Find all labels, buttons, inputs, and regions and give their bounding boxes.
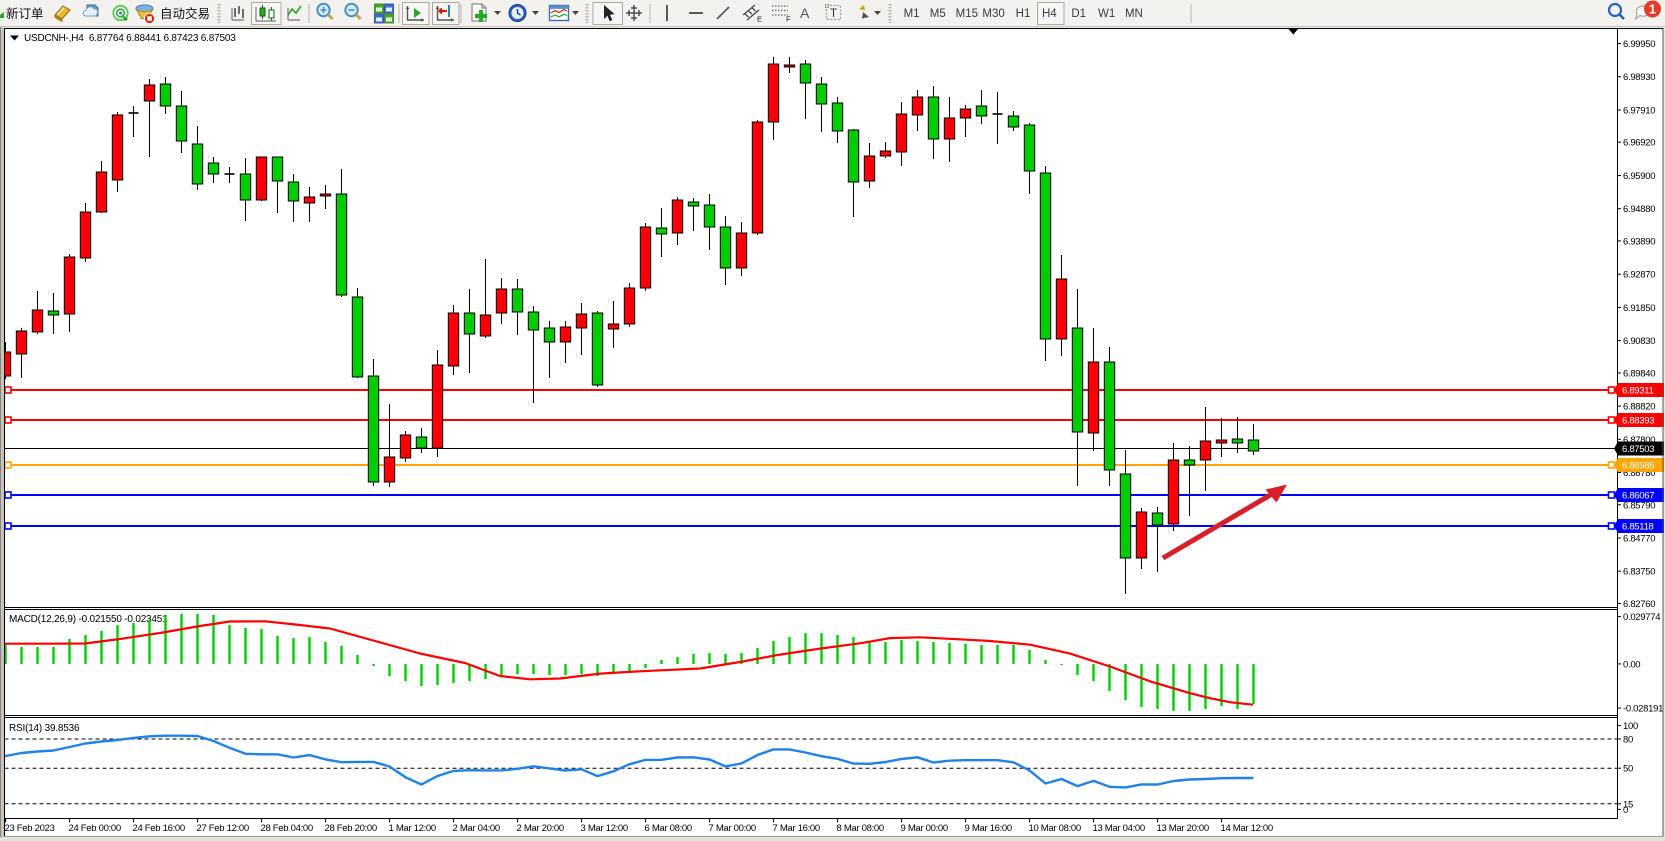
svg-text:RSI(14) 39.8536: RSI(14) 39.8536 — [9, 723, 80, 734]
svg-text:M5: M5 — [930, 8, 946, 20]
svg-text:6.90830: 6.90830 — [1623, 336, 1655, 347]
svg-text:E: E — [757, 15, 762, 24]
svg-text:0.00: 0.00 — [1623, 659, 1640, 670]
svg-text:6.88820: 6.88820 — [1623, 402, 1655, 413]
svg-text:13 Mar 20:00: 13 Mar 20:00 — [1157, 823, 1209, 834]
svg-text:9 Mar 16:00: 9 Mar 16:00 — [965, 823, 1012, 834]
svg-text:6.84770: 6.84770 — [1623, 534, 1655, 545]
svg-text:6.97910: 6.97910 — [1623, 106, 1655, 117]
svg-text:28 Feb 04:00: 28 Feb 04:00 — [261, 823, 313, 834]
svg-text:13 Mar 04:00: 13 Mar 04:00 — [1093, 823, 1145, 834]
svg-text:MACD(12,26,9) -0.021550 -0.023: MACD(12,26,9) -0.021550 -0.023451 — [9, 614, 168, 625]
svg-text:6.95900: 6.95900 — [1623, 171, 1655, 182]
svg-text:新订单: 新订单 — [6, 6, 44, 21]
svg-text:1 Mar 12:00: 1 Mar 12:00 — [389, 823, 436, 834]
svg-text:7 Mar 00:00: 7 Mar 00:00 — [709, 823, 756, 834]
svg-text:3 Mar 12:00: 3 Mar 12:00 — [581, 823, 628, 834]
svg-text:6.89840: 6.89840 — [1623, 368, 1655, 379]
svg-text:自动交易: 自动交易 — [160, 6, 210, 21]
svg-text:8 Mar 08:00: 8 Mar 08:00 — [837, 823, 884, 834]
svg-text:24 Feb 00:00: 24 Feb 00:00 — [69, 823, 121, 834]
svg-text:6.93890: 6.93890 — [1623, 236, 1655, 247]
svg-text:M30: M30 — [982, 8, 1004, 20]
svg-text:H1: H1 — [1016, 8, 1031, 20]
svg-text:6.87503: 6.87503 — [1622, 444, 1654, 455]
svg-text:6.86067: 6.86067 — [1622, 491, 1654, 502]
svg-text:USDCNH-,H4 6.87764 6.88441 6.: USDCNH-,H4 6.87764 6.88441 6.87423 6.875… — [24, 33, 236, 44]
svg-text:100: 100 — [1623, 721, 1638, 732]
svg-text:T: T — [830, 8, 837, 20]
svg-text:6.99950: 6.99950 — [1623, 39, 1655, 50]
svg-text:23 Feb 2023: 23 Feb 2023 — [5, 823, 55, 834]
svg-text:6.89311: 6.89311 — [1622, 386, 1654, 397]
svg-text:6.92870: 6.92870 — [1623, 270, 1655, 281]
svg-text:6.86985: 6.86985 — [1622, 461, 1654, 472]
svg-text:6.83750: 6.83750 — [1623, 567, 1655, 578]
svg-text:6.91850: 6.91850 — [1623, 303, 1655, 314]
svg-text:6.85790: 6.85790 — [1623, 500, 1655, 511]
svg-text:M15: M15 — [956, 8, 978, 20]
svg-text:D1: D1 — [1071, 8, 1086, 20]
svg-text:6.87800: 6.87800 — [1623, 435, 1655, 446]
svg-text:0: 0 — [1623, 805, 1628, 816]
svg-text:-0.028191: -0.028191 — [1623, 704, 1663, 715]
svg-text:6.82760: 6.82760 — [1623, 599, 1655, 610]
svg-text:2 Mar 04:00: 2 Mar 04:00 — [453, 823, 500, 834]
svg-text:50: 50 — [1623, 764, 1633, 775]
svg-text:6 Mar 08:00: 6 Mar 08:00 — [645, 823, 692, 834]
svg-text:9 Mar 00:00: 9 Mar 00:00 — [901, 823, 948, 834]
svg-text:M1: M1 — [904, 8, 920, 20]
svg-text:6.98930: 6.98930 — [1623, 72, 1655, 83]
svg-text:H4: H4 — [1042, 8, 1057, 20]
svg-text:80: 80 — [1623, 735, 1633, 746]
svg-text:2 Mar 20:00: 2 Mar 20:00 — [517, 823, 564, 834]
svg-text:15: 15 — [1623, 799, 1633, 810]
svg-text:0.029774: 0.029774 — [1623, 612, 1660, 623]
svg-text:1: 1 — [1649, 3, 1656, 17]
svg-text:14 Mar 12:00: 14 Mar 12:00 — [1221, 823, 1273, 834]
svg-text:27 Feb 12:00: 27 Feb 12:00 — [197, 823, 249, 834]
svg-text:MN: MN — [1125, 8, 1143, 20]
svg-text:6.88393: 6.88393 — [1622, 416, 1654, 427]
svg-text:A: A — [800, 5, 810, 21]
svg-text:7 Mar 16:00: 7 Mar 16:00 — [773, 823, 820, 834]
svg-text:W1: W1 — [1098, 8, 1115, 20]
svg-text:6.86780: 6.86780 — [1623, 468, 1655, 479]
svg-text:10 Mar 08:00: 10 Mar 08:00 — [1029, 823, 1081, 834]
svg-text:24 Feb 16:00: 24 Feb 16:00 — [133, 823, 185, 834]
svg-text:F: F — [786, 15, 791, 24]
svg-text:6.85118: 6.85118 — [1622, 522, 1654, 533]
svg-text:28 Feb 20:00: 28 Feb 20:00 — [325, 823, 377, 834]
svg-text:6.94880: 6.94880 — [1623, 204, 1655, 215]
svg-text:6.96920: 6.96920 — [1623, 138, 1655, 149]
